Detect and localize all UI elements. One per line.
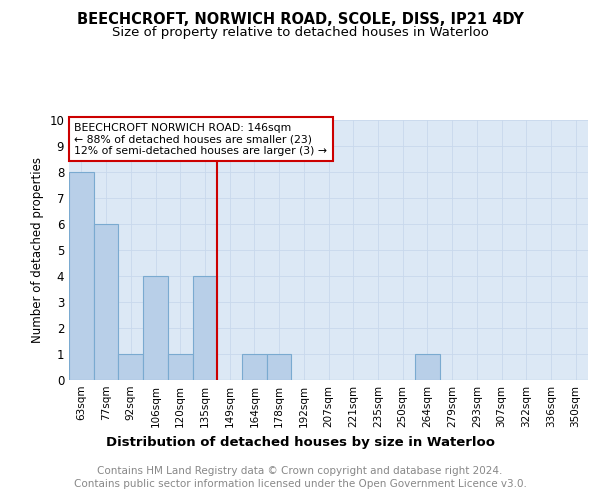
Bar	[94, 224, 118, 380]
Text: Distribution of detached houses by size in Waterloo: Distribution of detached houses by size …	[106, 436, 494, 449]
Bar	[118, 354, 143, 380]
Text: BEECHCROFT, NORWICH ROAD, SCOLE, DISS, IP21 4DY: BEECHCROFT, NORWICH ROAD, SCOLE, DISS, I…	[77, 12, 523, 28]
Text: BEECHCROFT NORWICH ROAD: 146sqm
← 88% of detached houses are smaller (23)
12% of: BEECHCROFT NORWICH ROAD: 146sqm ← 88% of…	[74, 122, 327, 156]
Bar	[69, 172, 94, 380]
Text: Contains HM Land Registry data © Crown copyright and database right 2024.: Contains HM Land Registry data © Crown c…	[97, 466, 503, 476]
Bar	[242, 354, 267, 380]
Bar	[267, 354, 292, 380]
Text: Contains public sector information licensed under the Open Government Licence v3: Contains public sector information licen…	[74, 479, 526, 489]
Y-axis label: Number of detached properties: Number of detached properties	[31, 157, 44, 343]
Bar	[193, 276, 217, 380]
Bar	[168, 354, 193, 380]
Bar	[143, 276, 168, 380]
Bar	[415, 354, 440, 380]
Text: Size of property relative to detached houses in Waterloo: Size of property relative to detached ho…	[112, 26, 488, 39]
